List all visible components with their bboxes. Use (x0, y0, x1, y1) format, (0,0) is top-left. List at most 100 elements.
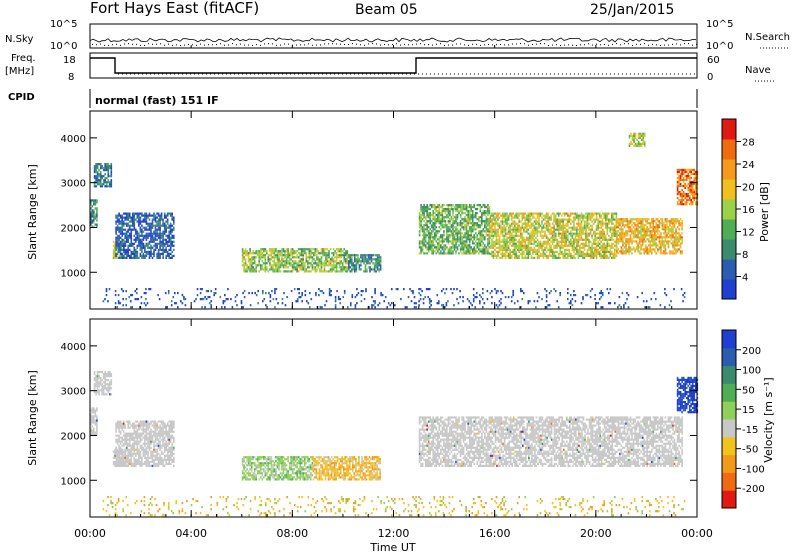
scatter-cell (548, 246, 551, 249)
scatter-cell (435, 214, 438, 217)
scatter-cell (554, 236, 557, 239)
nsearch-dot (384, 44, 385, 45)
scatter-cell (308, 252, 311, 255)
scatter-cell (611, 220, 613, 223)
scatter-cell (464, 218, 466, 221)
scatter-cell (510, 238, 513, 241)
scatter-cell (622, 218, 624, 221)
scatter-cell (279, 250, 282, 253)
scatter-cell (684, 184, 686, 188)
scatter-cell (104, 165, 106, 168)
scatter-cell (485, 252, 488, 255)
scatter-cell (676, 220, 679, 223)
scatter-cell (441, 252, 444, 255)
scatter-cell (165, 256, 167, 259)
scatter-cell (373, 270, 376, 273)
scatter-cell (565, 230, 568, 233)
scatter-cell (654, 228, 656, 231)
scatter-cell (573, 240, 575, 243)
scatter-cell (583, 228, 586, 231)
scatter-cell (598, 254, 601, 257)
scatter-cell (171, 216, 173, 219)
scatter-cell (455, 226, 457, 229)
scatter-cell (307, 270, 309, 273)
scatter-cell (465, 210, 468, 213)
scatter-cell (474, 252, 477, 255)
scatter-cell (634, 236, 636, 239)
scatter-cell (96, 179, 99, 182)
scatter-cell (495, 214, 498, 217)
scatter-cell (471, 250, 474, 253)
scatter-cell (612, 212, 615, 215)
scatter-cell (635, 218, 638, 221)
scatter-cell (551, 254, 554, 257)
scatter-cell (316, 268, 318, 271)
scatter-cell (583, 246, 586, 249)
scatter-cell (652, 236, 655, 239)
scatter-cell (376, 254, 379, 257)
scatter-cell (559, 218, 561, 221)
scatter-cell (585, 224, 587, 227)
scatter-cell (438, 212, 441, 215)
scatter-cell (464, 244, 466, 247)
scatter-cell (427, 226, 430, 229)
scatter-cell (688, 168, 691, 171)
scatter-cell (481, 214, 483, 217)
scatter-cell (269, 300, 272, 303)
scatter-cell (691, 184, 694, 188)
scatter-cell (130, 228, 133, 231)
scatter-cell (456, 224, 459, 227)
scatter-cell (157, 220, 160, 223)
scatter-cell (626, 224, 629, 227)
nsearch-dot (652, 43, 653, 45)
scatter-cell (554, 228, 557, 231)
scatter-cell (682, 203, 685, 206)
scatter-cell (640, 132, 643, 135)
scatter-cell (138, 218, 140, 221)
scatter-cell (363, 256, 365, 259)
scatter-cell (532, 212, 534, 215)
scatter-cell (93, 183, 96, 186)
scatter-cell (485, 224, 488, 227)
scatter-cell (591, 248, 593, 251)
scatter-cell (136, 298, 138, 301)
scatter-cell (535, 218, 537, 221)
scatter-cell (168, 236, 170, 239)
scatter-cell (533, 248, 536, 251)
scatter-cell (444, 226, 447, 229)
scatter-cell (269, 296, 272, 299)
scatter-cell (141, 244, 143, 247)
scatter-cell (573, 212, 575, 215)
scatter-cell (523, 240, 525, 243)
scatter-cell (375, 266, 377, 269)
scatter-cell (539, 252, 542, 255)
scatter-cell (640, 228, 642, 231)
scatter-cell (529, 218, 531, 221)
nsearch-dot (572, 44, 573, 46)
scatter-cell (619, 218, 621, 221)
scatter-cell (583, 216, 586, 219)
scatter-cell (334, 306, 337, 309)
scatter-cell (154, 216, 157, 219)
scatter-cell (184, 298, 187, 301)
scatter-cell (646, 218, 648, 221)
scatter-cell (530, 214, 533, 217)
scatter-cell (657, 228, 659, 231)
scatter-cell (556, 240, 558, 243)
scatter-cell (631, 240, 633, 243)
scatter-cell (536, 242, 539, 245)
scatter-cell (127, 238, 129, 241)
scatter-cell (177, 306, 179, 309)
scatter-cell (503, 234, 505, 237)
scatter-cell (264, 270, 267, 273)
scatter-cell (427, 236, 430, 239)
scatter-cell (568, 216, 571, 219)
scatter-cell (125, 234, 128, 237)
scatter-cell (241, 258, 244, 261)
scatter-cell (319, 260, 321, 263)
scatter-cell (547, 222, 549, 225)
scatter-cell (651, 230, 653, 233)
scatter-cell (148, 246, 151, 249)
scatter-cell (449, 240, 451, 243)
